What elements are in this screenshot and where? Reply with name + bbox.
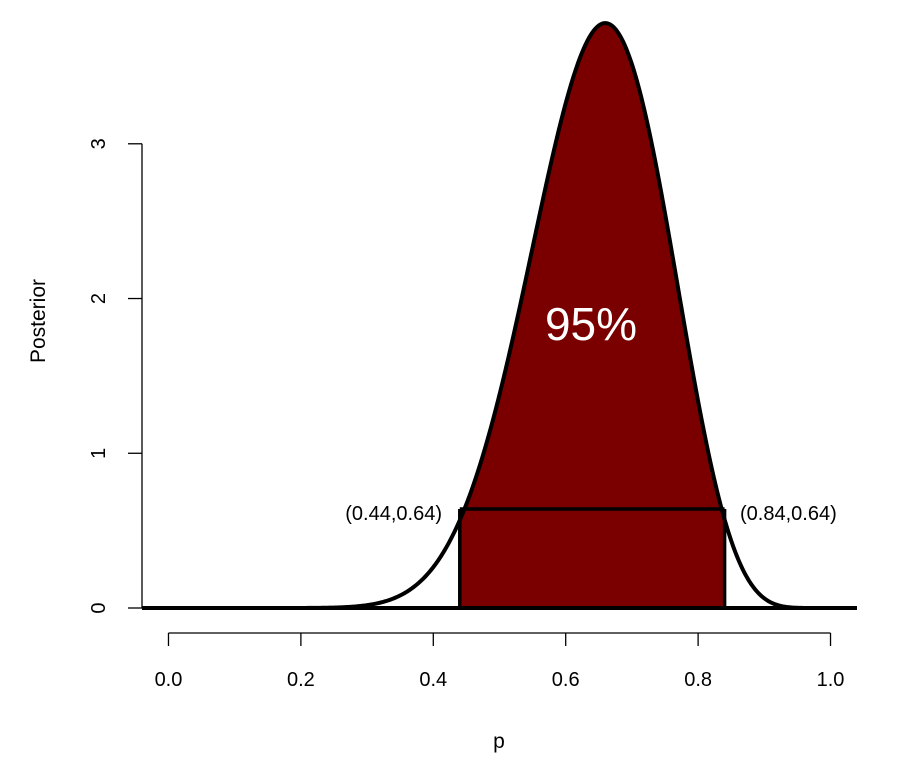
hpd-lower-label: (0.44,0.64) bbox=[345, 503, 442, 525]
hpd-upper-label: (0.84,0.64) bbox=[740, 503, 837, 525]
x-tick-label: 0.2 bbox=[287, 669, 315, 691]
x-axis-label: p bbox=[493, 730, 505, 753]
y-tick-label: 2 bbox=[88, 293, 110, 304]
hpd-region-fill bbox=[459, 23, 725, 608]
x-axis: 0.0 0.2 0.4 0.6 0.8 1.0 bbox=[155, 632, 845, 691]
y-tick-label: 1 bbox=[88, 448, 110, 459]
y-axis-label: Posterior bbox=[27, 279, 50, 363]
x-tick-label: 0.4 bbox=[419, 669, 447, 691]
y-tick-label: 0 bbox=[88, 602, 110, 613]
posterior-density-curve bbox=[142, 21, 857, 610]
x-tick-label: 0.8 bbox=[684, 669, 712, 691]
coverage-label: 95% bbox=[545, 298, 637, 350]
y-axis: 0 1 2 3 bbox=[88, 138, 143, 614]
x-tick-label: 0.6 bbox=[552, 669, 580, 691]
y-tick-label: 3 bbox=[88, 138, 110, 149]
x-tick-label: 1.0 bbox=[817, 669, 845, 691]
x-tick-label: 0.0 bbox=[155, 669, 183, 691]
